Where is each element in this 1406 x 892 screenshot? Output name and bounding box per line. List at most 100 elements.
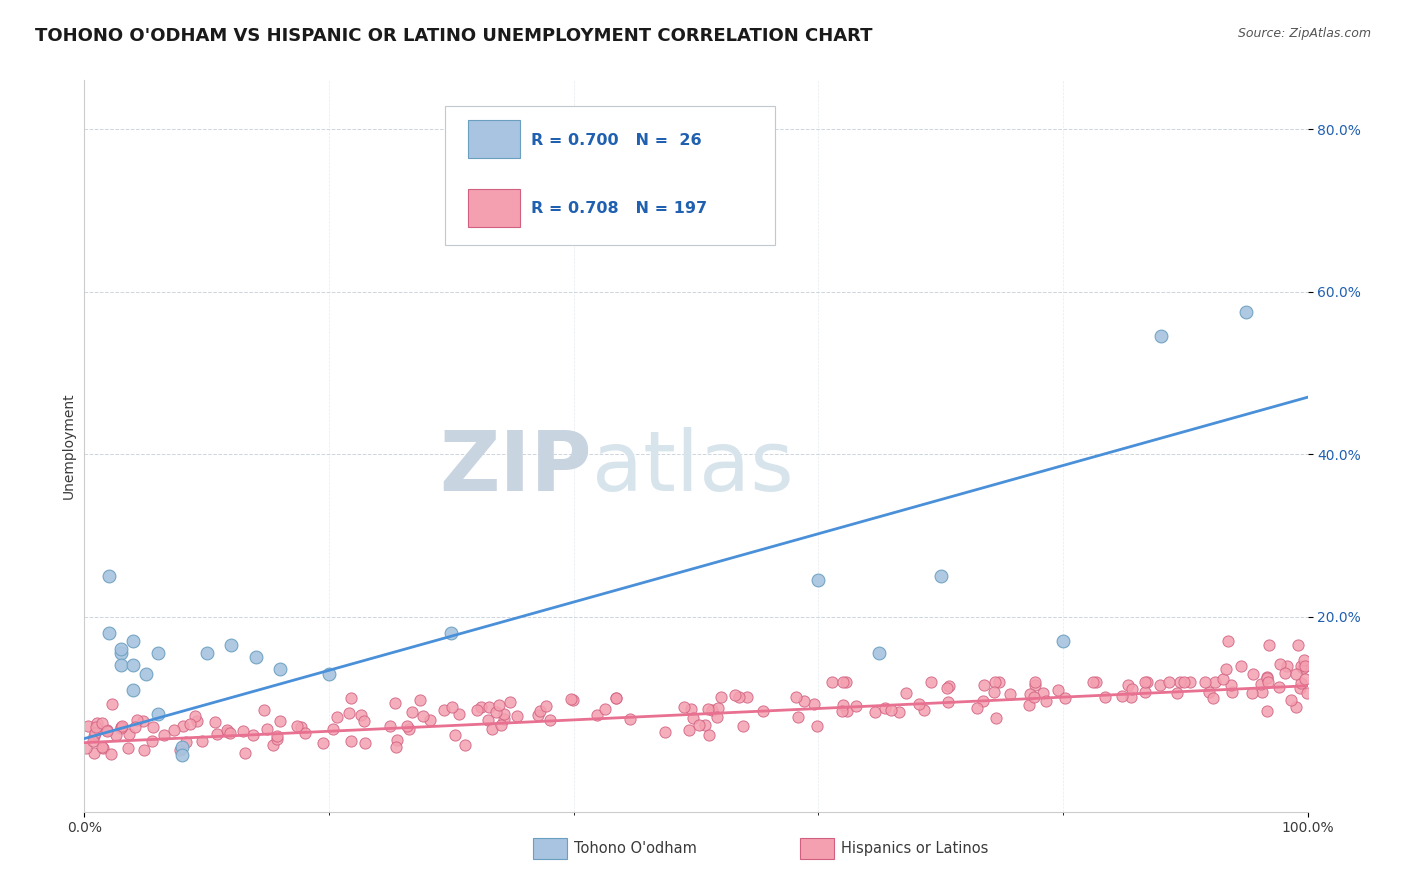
Point: [322, 722, 344, 736]
Point: [1019, 687, 1042, 701]
Point: [1157, 674, 1180, 689]
Point: [806, 719, 828, 733]
Point: [169, 743, 191, 757]
Point: [973, 678, 995, 692]
Point: [1204, 674, 1226, 689]
Point: [131, 714, 153, 728]
Point: [492, 706, 515, 721]
Point: [1270, 657, 1292, 671]
Point: [84, 726, 107, 740]
Point: [142, 720, 165, 734]
Point: [96, 723, 118, 738]
Point: [409, 693, 432, 707]
Point: [266, 731, 288, 746]
Point: [1291, 659, 1313, 673]
Point: [174, 735, 197, 749]
Point: [97, 569, 120, 583]
Point: [1135, 674, 1157, 689]
Point: [983, 685, 1005, 699]
Text: Hispanics or Latinos: Hispanics or Latinos: [841, 841, 988, 855]
Point: [186, 714, 208, 729]
Point: [682, 711, 704, 725]
Point: [1291, 675, 1313, 690]
Point: [91, 741, 114, 756]
Point: [1286, 638, 1309, 652]
Point: [786, 710, 808, 724]
Point: [793, 694, 815, 708]
Point: [191, 734, 214, 748]
Point: [654, 725, 676, 739]
Point: [605, 691, 627, 706]
Point: [1256, 704, 1278, 718]
Point: [1046, 683, 1069, 698]
Point: [122, 682, 145, 697]
Point: [1054, 691, 1077, 706]
Point: [1024, 690, 1046, 704]
Point: [172, 739, 194, 754]
Point: [326, 710, 349, 724]
Text: Tohono O'odham: Tohono O'odham: [574, 841, 696, 855]
Point: [478, 699, 501, 714]
Point: [966, 701, 988, 715]
Point: [560, 692, 582, 706]
Point: [1024, 678, 1046, 692]
Point: [101, 697, 124, 711]
Point: [908, 697, 931, 711]
Point: [724, 688, 747, 702]
Point: [538, 713, 561, 727]
Point: [110, 658, 132, 673]
Point: [678, 723, 700, 738]
Point: [785, 690, 807, 705]
Text: TOHONO O'ODHAM VS HISPANIC OR LATINO UNEMPLOYMENT CORRELATION CHART: TOHONO O'ODHAM VS HISPANIC OR LATINO UNE…: [35, 27, 873, 45]
Point: [269, 714, 291, 728]
Point: [807, 573, 830, 587]
Point: [105, 728, 128, 742]
Point: [605, 691, 627, 706]
Point: [506, 709, 529, 723]
Point: [929, 569, 952, 583]
Point: [419, 713, 441, 727]
Point: [803, 697, 825, 711]
Point: [443, 728, 465, 742]
Point: [262, 739, 284, 753]
Point: [110, 642, 132, 657]
Point: [110, 646, 132, 660]
Point: [441, 700, 464, 714]
Point: [453, 738, 475, 752]
Point: [75, 740, 97, 755]
Point: [118, 727, 141, 741]
Point: [869, 646, 891, 660]
Point: [1133, 685, 1156, 699]
Point: [124, 720, 146, 734]
Point: [972, 694, 994, 708]
Point: [488, 698, 510, 712]
Point: [1294, 658, 1316, 673]
Point: [82, 734, 104, 748]
Point: [1024, 674, 1046, 689]
Point: [534, 698, 557, 713]
Point: [77, 718, 100, 732]
FancyBboxPatch shape: [468, 120, 520, 158]
Point: [465, 703, 488, 717]
Point: [845, 699, 868, 714]
Point: [1198, 685, 1220, 699]
Point: [195, 646, 218, 660]
Point: [110, 721, 132, 735]
Point: [492, 712, 515, 726]
Point: [1292, 661, 1315, 675]
Point: [502, 203, 524, 218]
Point: [353, 714, 375, 729]
Point: [1275, 659, 1298, 673]
Point: [340, 690, 363, 705]
Point: [1081, 674, 1104, 689]
Point: [354, 736, 377, 750]
Point: [1296, 685, 1319, 699]
Point: [1219, 678, 1241, 692]
Point: [127, 713, 149, 727]
Point: [700, 703, 723, 717]
Point: [122, 634, 145, 648]
Point: [1178, 674, 1201, 689]
Point: [1135, 674, 1157, 689]
Point: [752, 704, 775, 718]
Point: [697, 728, 720, 742]
